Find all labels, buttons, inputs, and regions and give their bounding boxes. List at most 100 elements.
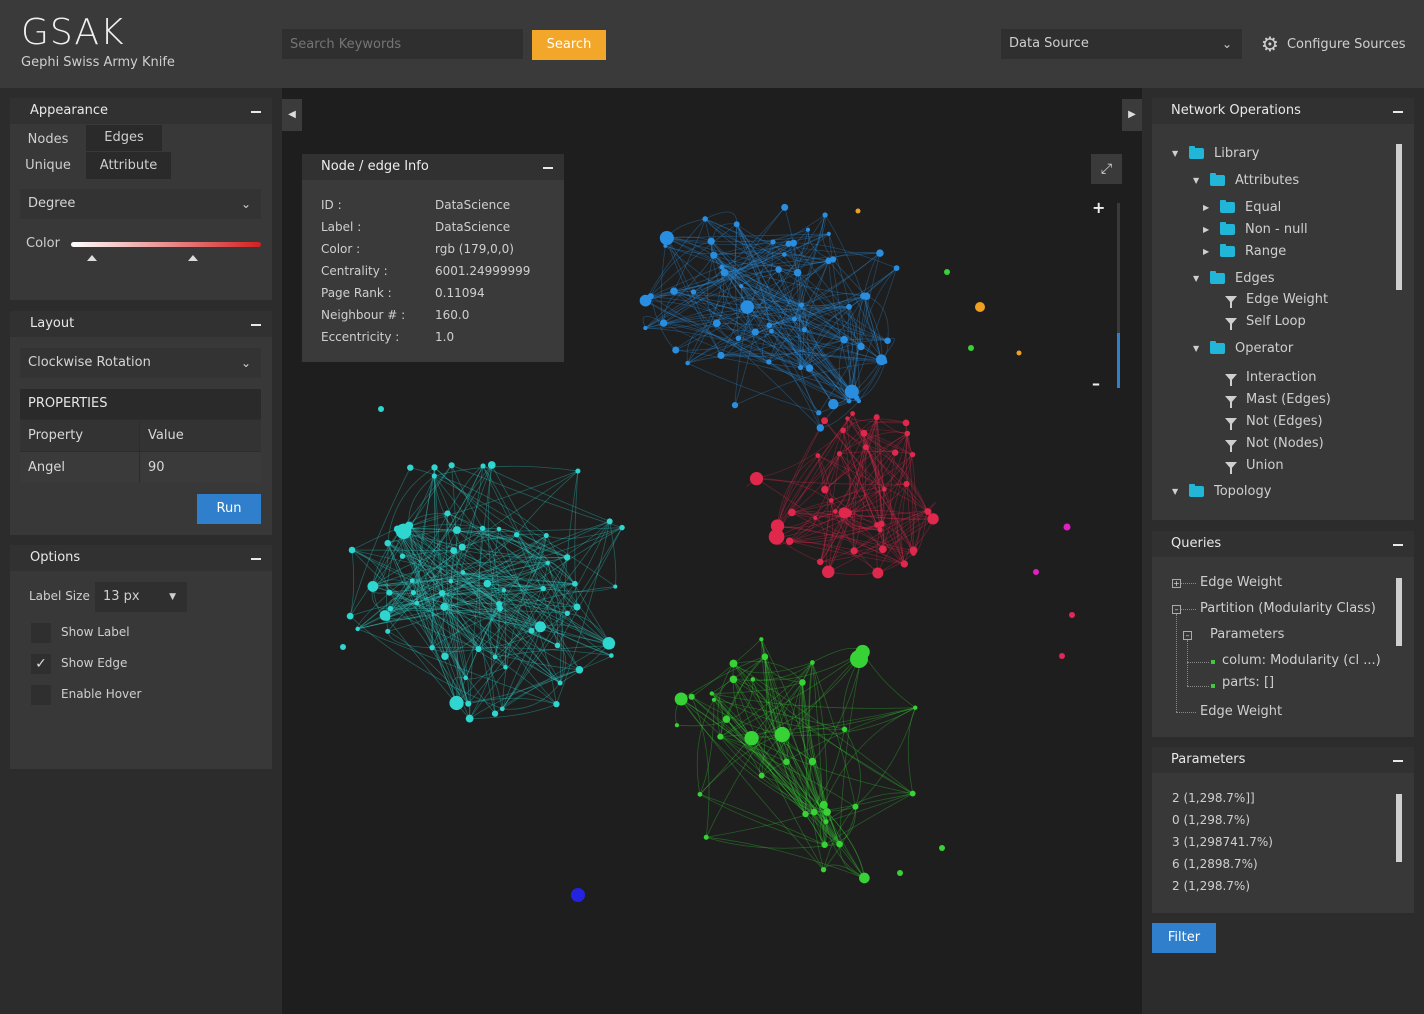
- graph-node[interactable]: [685, 360, 690, 366]
- graph-node[interactable]: [563, 554, 571, 561]
- graph-node[interactable]: [712, 319, 721, 328]
- data-source-select[interactable]: Data Source ⌄: [1001, 29, 1242, 59]
- graph-node[interactable]: [429, 644, 435, 651]
- graph-node[interactable]: [643, 325, 648, 331]
- graph-node[interactable]: [449, 695, 464, 711]
- graph-node[interactable]: [663, 243, 668, 248]
- graph-node[interactable]: [405, 521, 414, 530]
- graph-node[interactable]: [744, 731, 759, 746]
- tree-item-topology[interactable]: ▼ Topology: [1172, 484, 1271, 499]
- graph-node[interactable]: [891, 449, 899, 456]
- graph-node[interactable]: [862, 444, 869, 451]
- graph-node[interactable]: [499, 706, 505, 712]
- graph-node[interactable]: [386, 589, 393, 596]
- graph-node[interactable]: [674, 723, 679, 728]
- query-edge-weight-2[interactable]: Edge Weight: [1200, 704, 1283, 719]
- graph-node[interactable]: [903, 480, 910, 487]
- graph-node[interactable]: [826, 231, 831, 236]
- graph-node[interactable]: [860, 429, 868, 437]
- graph-node[interactable]: [722, 715, 731, 723]
- graph-node[interactable]: [431, 473, 437, 479]
- graph-node[interactable]: [346, 612, 354, 620]
- tree-item-interaction[interactable]: Interaction: [1225, 370, 1317, 386]
- graph-node[interactable]: [841, 726, 848, 732]
- graph-node[interactable]: [340, 644, 346, 650]
- parameter-item[interactable]: 0 (1,298.7%): [1172, 813, 1251, 827]
- graph-node[interactable]: [717, 733, 724, 740]
- tree-item-range[interactable]: ▶ Range: [1203, 244, 1286, 259]
- graph-node[interactable]: [775, 266, 782, 273]
- value-cell[interactable]: 90: [148, 460, 165, 475]
- graph-node[interactable]: [1063, 523, 1071, 531]
- graph-node[interactable]: [399, 553, 406, 559]
- graph-node[interactable]: [759, 637, 764, 642]
- graph-node[interactable]: [458, 543, 466, 551]
- graph-node[interactable]: [491, 710, 499, 717]
- graph-node[interactable]: [766, 359, 772, 365]
- graph-node[interactable]: [846, 398, 852, 404]
- graph-node[interactable]: [876, 249, 884, 257]
- graph-node[interactable]: [719, 264, 725, 270]
- graph-node[interactable]: [820, 866, 827, 873]
- graph-node[interactable]: [877, 526, 883, 533]
- graph-node[interactable]: [348, 546, 356, 554]
- tab-nodes[interactable]: Nodes: [27, 132, 69, 147]
- expand-icon[interactable]: +: [1172, 579, 1181, 588]
- graph-node[interactable]: [802, 810, 809, 818]
- graph-node[interactable]: [793, 268, 802, 277]
- layout-algorithm-select[interactable]: Clockwise Rotation ⌄: [20, 348, 261, 378]
- graph-node[interactable]: [751, 328, 759, 336]
- tab-unique[interactable]: Unique: [25, 158, 71, 173]
- graph-node[interactable]: [720, 268, 729, 277]
- graph-node[interactable]: [893, 265, 900, 271]
- graph-node[interactable]: [575, 468, 581, 474]
- show-edge-checkbox[interactable]: ✓: [31, 654, 51, 674]
- tree-item-non-null[interactable]: ▶ Non - null: [1203, 222, 1308, 237]
- graph-node[interactable]: [717, 351, 725, 359]
- query-partition[interactable]: Partition (Modularity Class): [1200, 601, 1376, 616]
- graph-node[interactable]: [483, 579, 492, 588]
- graph-node[interactable]: [731, 401, 739, 409]
- graph-node[interactable]: [785, 537, 794, 545]
- graph-node[interactable]: [452, 526, 461, 534]
- graph-node[interactable]: [828, 498, 834, 503]
- graph-node[interactable]: [840, 335, 848, 344]
- graph-node[interactable]: [924, 508, 929, 513]
- graph-node[interactable]: [703, 834, 709, 840]
- graph-node[interactable]: [770, 239, 776, 245]
- graph-node[interactable]: [750, 677, 756, 682]
- graph-node[interactable]: [900, 560, 908, 568]
- graph-node[interactable]: [833, 509, 838, 514]
- graph-node[interactable]: [702, 216, 708, 222]
- zoom-slider[interactable]: [1117, 203, 1120, 388]
- graph-node[interactable]: [909, 790, 916, 797]
- graph-node[interactable]: [823, 808, 831, 816]
- graph-node[interactable]: [690, 289, 697, 295]
- tree-item-not-edges[interactable]: Not (Edges): [1225, 414, 1323, 430]
- graph-node[interactable]: [821, 417, 829, 425]
- graph-node[interactable]: [564, 610, 570, 616]
- graph-node[interactable]: [758, 772, 765, 779]
- graph-node[interactable]: [873, 414, 880, 421]
- collapse-icon[interactable]: –: [1172, 605, 1181, 614]
- graph-node[interactable]: [414, 600, 420, 606]
- graph-node[interactable]: [855, 208, 861, 214]
- graph-node[interactable]: [503, 665, 508, 670]
- graph-node[interactable]: [798, 365, 804, 371]
- graph-node[interactable]: [850, 650, 868, 668]
- graph-node[interactable]: [378, 406, 384, 412]
- graph-node[interactable]: [791, 316, 797, 322]
- graph-node[interactable]: [823, 819, 829, 825]
- graph-node[interactable]: [697, 791, 703, 797]
- graph-node[interactable]: [444, 510, 451, 517]
- graph-node[interactable]: [619, 524, 625, 531]
- graph-node[interactable]: [909, 546, 918, 555]
- graph-node[interactable]: [790, 239, 797, 247]
- graph-node[interactable]: [781, 203, 789, 211]
- collapse-icon[interactable]: –: [1183, 631, 1192, 640]
- graph-node[interactable]: [387, 605, 394, 612]
- parameter-item[interactable]: 3 (1,298741.7%): [1172, 835, 1273, 849]
- filter-button[interactable]: Filter: [1152, 923, 1216, 953]
- table-row[interactable]: Angel 90: [20, 451, 261, 483]
- graph-node[interactable]: [710, 251, 718, 259]
